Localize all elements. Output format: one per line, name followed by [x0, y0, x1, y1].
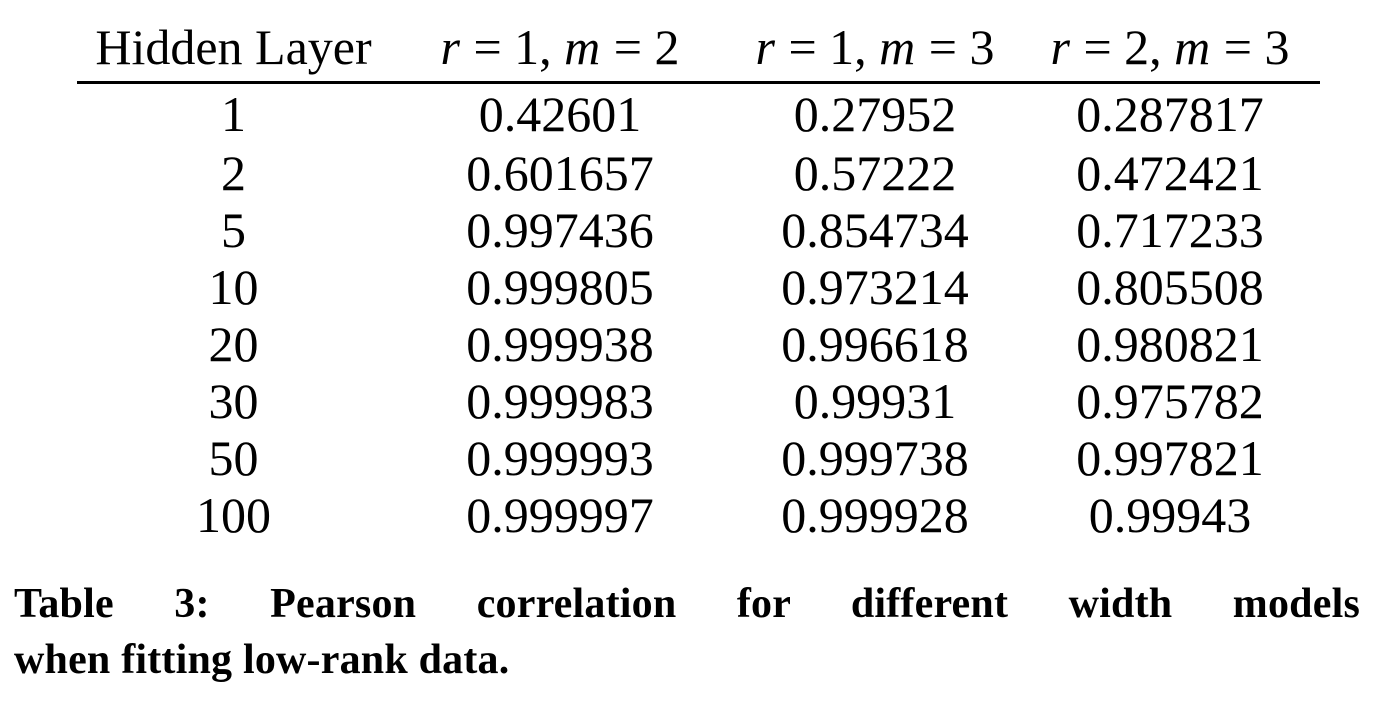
table-header: Hidden Layer r = 1, m = 2 r = 1, m = 3 r… [77, 0, 1320, 84]
cell-value: 0.27952 [793, 85, 957, 142]
cell-value: 0.601657 [466, 145, 654, 201]
cell-hidden-layer: 30 [208, 373, 259, 429]
table-row: 100 0.999997 0.999928 0.99943 [77, 487, 1320, 544]
table-row: 20 0.999938 0.996618 0.980821 [77, 316, 1320, 373]
cell-value: 0.999997 [466, 487, 654, 543]
column-header-r1-m3: r = 1, m = 3 [730, 0, 1020, 84]
cell-value: 0.472421 [1076, 145, 1264, 201]
cell-value: 0.997821 [1076, 430, 1264, 486]
cell-value: 0.717233 [1076, 202, 1264, 258]
table-row: 5 0.997436 0.854734 0.717233 [77, 202, 1320, 259]
cell-hidden-layer: 1 [221, 85, 246, 142]
cell-value: 0.57222 [793, 145, 957, 201]
table-body: 1 0.42601 0.27952 0.287817 2 0.601657 0.… [77, 82, 1320, 544]
correlation-table: Hidden Layer r = 1, m = 2 r = 1, m = 3 r… [77, 0, 1320, 544]
cell-value: 0.973214 [781, 259, 969, 315]
cell-value: 0.42601 [478, 85, 642, 142]
cell-value: 0.999993 [466, 430, 654, 486]
table-row: 10 0.999805 0.973214 0.805508 [77, 259, 1320, 316]
cell-hidden-layer: 20 [208, 316, 259, 372]
cell-value: 0.999738 [781, 430, 969, 486]
cell-value: 0.975782 [1076, 373, 1264, 429]
table-row: 30 0.999983 0.99931 0.975782 [77, 373, 1320, 430]
cell-value: 0.996618 [781, 316, 969, 372]
cell-value: 0.999983 [466, 373, 654, 429]
cell-value: 0.997436 [466, 202, 654, 258]
cell-hidden-layer: 10 [208, 259, 259, 315]
cell-hidden-layer: 50 [208, 430, 259, 486]
cell-hidden-layer: 5 [221, 202, 246, 258]
table-zone: Hidden Layer r = 1, m = 2 r = 1, m = 3 r… [77, 0, 1320, 544]
column-header-r2-m3: r = 2, m = 3 [1020, 0, 1320, 84]
caption-line-1: Table 3: Pearson correlation for differe… [14, 581, 1360, 627]
cell-value: 0.99931 [793, 373, 957, 429]
table-row: 2 0.601657 0.57222 0.472421 [77, 145, 1320, 202]
cell-value: 0.999805 [466, 259, 654, 315]
cell-value: 0.805508 [1076, 259, 1264, 315]
cell-value: 0.980821 [1076, 316, 1264, 372]
cell-value: 0.999938 [466, 316, 654, 372]
header-row: Hidden Layer r = 1, m = 2 r = 1, m = 3 r… [77, 0, 1320, 84]
column-header-hidden-layer: Hidden Layer [77, 0, 390, 84]
cell-hidden-layer: 2 [221, 145, 246, 201]
cell-value: 0.287817 [1076, 85, 1264, 142]
cell-value: 0.999928 [781, 487, 969, 543]
cell-hidden-layer: 100 [196, 487, 271, 543]
table-row: 1 0.42601 0.27952 0.287817 [77, 82, 1320, 145]
column-header-r1-m2: r = 1, m = 2 [390, 0, 730, 84]
cell-value: 0.854734 [781, 202, 969, 258]
table-row: 50 0.999993 0.999738 0.997821 [77, 430, 1320, 487]
table-caption: Table 3: Pearson correlation for differe… [14, 576, 1360, 688]
caption-line-2: when fitting low-rank data. [14, 637, 510, 683]
cell-value: 0.99943 [1088, 487, 1252, 543]
